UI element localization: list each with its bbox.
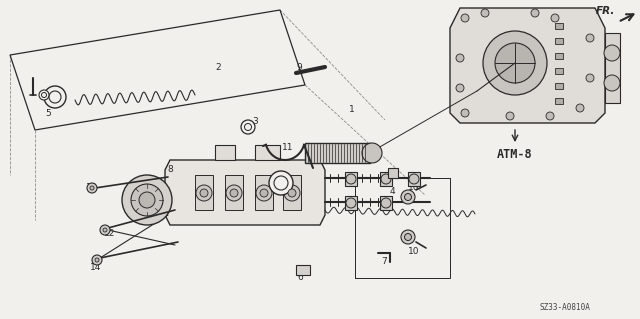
Text: 5: 5 <box>45 108 51 117</box>
Text: FR.: FR. <box>596 6 615 16</box>
Bar <box>355 178 450 278</box>
Circle shape <box>551 14 559 22</box>
Circle shape <box>362 143 382 163</box>
Polygon shape <box>10 10 305 130</box>
Text: 14: 14 <box>90 263 102 272</box>
Text: 4: 4 <box>389 188 395 197</box>
Bar <box>380 172 392 186</box>
Circle shape <box>244 123 252 130</box>
Circle shape <box>44 86 66 108</box>
Circle shape <box>546 112 554 120</box>
Bar <box>255 175 273 210</box>
Circle shape <box>139 192 155 208</box>
Circle shape <box>274 176 288 190</box>
Text: 2: 2 <box>215 63 221 72</box>
Bar <box>408 172 420 186</box>
Text: SZ33-A0810A: SZ33-A0810A <box>540 303 591 313</box>
Text: 7: 7 <box>381 257 387 266</box>
Bar <box>555 98 563 104</box>
Circle shape <box>256 185 272 201</box>
Circle shape <box>260 189 268 197</box>
Bar <box>388 168 398 178</box>
Polygon shape <box>450 8 605 123</box>
Circle shape <box>200 189 208 197</box>
Polygon shape <box>255 145 280 160</box>
Bar <box>355 178 450 278</box>
Circle shape <box>269 171 293 195</box>
Bar <box>555 53 563 59</box>
Circle shape <box>481 9 489 17</box>
Circle shape <box>456 84 464 92</box>
Circle shape <box>604 75 620 91</box>
Circle shape <box>483 31 547 95</box>
Circle shape <box>381 174 391 184</box>
Text: 10: 10 <box>408 183 420 192</box>
Circle shape <box>100 225 110 235</box>
Bar <box>345 196 357 210</box>
Polygon shape <box>215 145 235 160</box>
Text: 9: 9 <box>296 63 302 72</box>
Text: 11: 11 <box>282 144 294 152</box>
Text: 3: 3 <box>252 117 258 127</box>
Circle shape <box>230 189 238 197</box>
Circle shape <box>92 255 102 265</box>
Circle shape <box>39 90 49 100</box>
Circle shape <box>506 112 514 120</box>
Text: 10: 10 <box>408 248 420 256</box>
Circle shape <box>461 14 469 22</box>
Circle shape <box>131 184 163 216</box>
Text: 1: 1 <box>349 106 355 115</box>
Circle shape <box>401 190 415 204</box>
Circle shape <box>241 120 255 134</box>
Circle shape <box>284 185 300 201</box>
Circle shape <box>586 34 594 42</box>
Bar <box>555 83 563 89</box>
Circle shape <box>531 9 539 17</box>
Bar <box>555 38 563 44</box>
Circle shape <box>604 45 620 61</box>
Bar <box>380 196 392 210</box>
Circle shape <box>346 198 356 208</box>
Text: ATM-8: ATM-8 <box>497 149 533 161</box>
Circle shape <box>90 186 94 190</box>
Bar <box>195 175 213 210</box>
Text: 12: 12 <box>104 229 116 239</box>
Text: 13: 13 <box>86 183 98 192</box>
Bar <box>225 175 243 210</box>
Text: 6: 6 <box>297 273 303 283</box>
Circle shape <box>576 104 584 112</box>
Bar <box>555 68 563 74</box>
Circle shape <box>42 93 47 98</box>
Circle shape <box>288 189 296 197</box>
Circle shape <box>346 174 356 184</box>
Circle shape <box>122 175 172 225</box>
Circle shape <box>103 228 107 232</box>
Circle shape <box>49 91 61 103</box>
Circle shape <box>461 109 469 117</box>
Circle shape <box>495 43 535 83</box>
Circle shape <box>95 258 99 262</box>
Circle shape <box>404 234 412 241</box>
Bar <box>296 265 310 275</box>
Polygon shape <box>165 160 325 225</box>
Circle shape <box>381 198 391 208</box>
Bar <box>305 143 370 163</box>
Bar <box>345 172 357 186</box>
Circle shape <box>586 74 594 82</box>
Polygon shape <box>605 33 620 103</box>
Circle shape <box>87 183 97 193</box>
Circle shape <box>196 185 212 201</box>
Bar <box>555 23 563 29</box>
Circle shape <box>401 230 415 244</box>
Circle shape <box>456 54 464 62</box>
Circle shape <box>404 194 412 201</box>
Text: 8: 8 <box>167 166 173 174</box>
Circle shape <box>409 174 419 184</box>
Bar <box>283 175 301 210</box>
Circle shape <box>226 185 242 201</box>
